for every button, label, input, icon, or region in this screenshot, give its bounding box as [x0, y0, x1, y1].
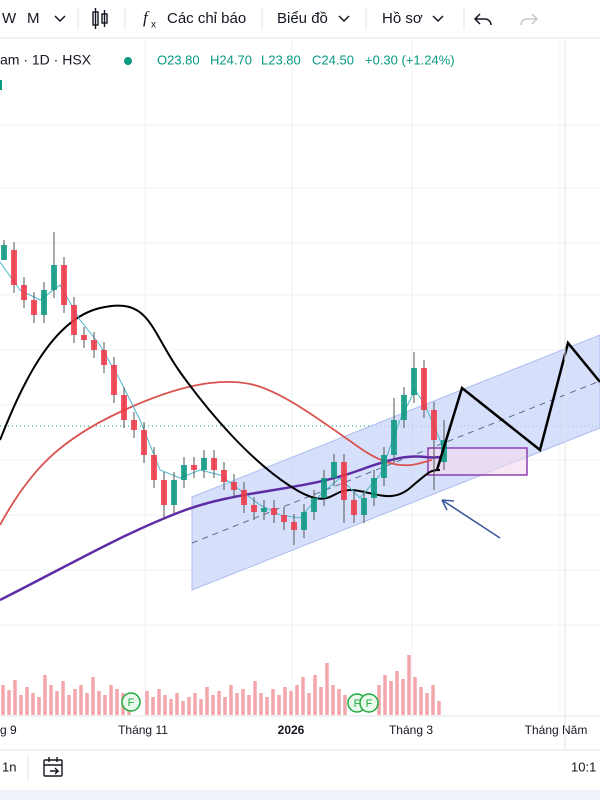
- event-marker-label: F: [128, 697, 135, 709]
- toolbar-bg: [0, 0, 600, 38]
- indicators-button[interactable]: Các chỉ báo: [167, 10, 246, 27]
- profile-chevron[interactable]: [432, 15, 444, 23]
- channel-midline: [191, 380, 600, 544]
- chart-button[interactable]: Biểu đồ: [277, 10, 328, 27]
- bottom-strip: [0, 790, 600, 800]
- candle-bodies-down: [11, 250, 437, 530]
- indicators-icon[interactable]: f: [143, 8, 150, 27]
- chart-type-icon[interactable]: [92, 8, 108, 29]
- symbol[interactable]: am · 1D · HSX: [0, 52, 92, 68]
- chart-chevron[interactable]: [338, 15, 350, 23]
- event-marker-label: F: [354, 698, 361, 710]
- projection-zigzag: [435, 340, 600, 471]
- channel: [191, 334, 600, 591]
- legend-open: O23.80: [157, 52, 200, 67]
- event-marker-label: F: [366, 698, 373, 710]
- event-marker[interactable]: [121, 692, 141, 712]
- toolbar: W M f x Các chỉ báo Biểu đồ Hồ sơ: [0, 0, 600, 39]
- profile-button[interactable]: Hồ sơ: [382, 10, 423, 27]
- markers: F F F: [121, 692, 379, 713]
- arrow: [441, 499, 501, 539]
- x-axis-label: Tháng 11: [118, 723, 168, 737]
- x-axis-label: g 9: [0, 723, 17, 737]
- ma-mid: [0, 381, 433, 526]
- undo-button[interactable]: [473, 13, 492, 26]
- x-axis-label: Tháng Năm: [525, 723, 588, 737]
- redo-button[interactable]: [520, 13, 539, 26]
- clock: 10:1: [571, 759, 596, 774]
- legend-close: C24.50: [312, 52, 354, 67]
- status-dot: [124, 57, 132, 65]
- x-axis-label: Tháng 3: [389, 723, 433, 737]
- legend-change: +0.30 (+1.24%): [365, 52, 455, 67]
- goto-date-button[interactable]: [43, 757, 63, 777]
- x-axis-label: 2026: [278, 723, 305, 737]
- range-button[interactable]: 1n: [2, 759, 16, 774]
- volume-bars: [1, 655, 441, 715]
- interval-chevron[interactable]: [54, 15, 66, 23]
- legend-high: H24.70: [210, 52, 252, 67]
- indicators-icon[interactable]: x: [151, 20, 156, 31]
- ma-fast: [0, 261, 446, 519]
- ma-short: [0, 304, 441, 500]
- edge-mark: [0, 80, 2, 90]
- interval-m[interactable]: M: [27, 10, 40, 27]
- ma-long: [0, 455, 441, 602]
- legend-low: L23.80: [261, 52, 301, 67]
- interval-w[interactable]: W: [2, 10, 17, 27]
- event-marker[interactable]: [359, 693, 379, 713]
- legend: am · 1D · HSX O23.80 H24.70 L23.80 C24.5…: [0, 52, 455, 90]
